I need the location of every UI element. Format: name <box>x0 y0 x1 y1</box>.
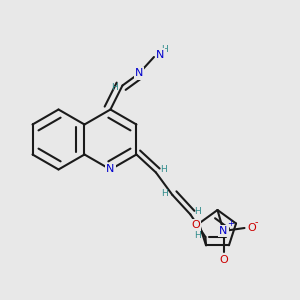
Text: N: N <box>219 226 228 236</box>
Text: N: N <box>106 164 115 175</box>
Text: O: O <box>219 255 228 265</box>
Text: +: + <box>228 219 234 228</box>
Text: H: H <box>161 45 168 54</box>
Text: H: H <box>162 189 168 198</box>
Text: O: O <box>248 223 256 233</box>
Text: H: H <box>160 165 167 174</box>
Text: -: - <box>255 217 258 227</box>
Text: H: H <box>155 50 162 58</box>
Text: N: N <box>135 68 143 79</box>
Text: H: H <box>195 231 201 240</box>
Text: N: N <box>156 50 164 60</box>
Text: H: H <box>195 207 201 216</box>
Text: H: H <box>112 82 118 91</box>
Text: O: O <box>192 220 200 230</box>
